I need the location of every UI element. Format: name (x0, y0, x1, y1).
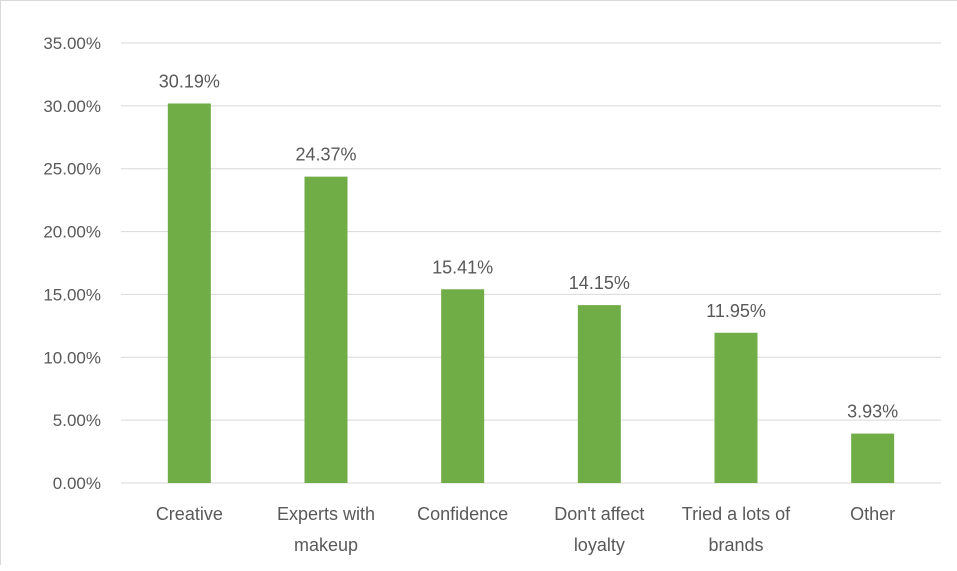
data-label: 24.37% (295, 145, 356, 165)
y-tick-label: 10.00% (43, 348, 101, 367)
bar (441, 289, 484, 483)
y-tick-label: 5.00% (53, 411, 101, 430)
data-label: 30.19% (159, 71, 220, 91)
category-label: Don't affect (554, 504, 644, 524)
y-tick-label: 25.00% (43, 160, 101, 179)
y-tick-label: 30.00% (43, 97, 101, 116)
bar (851, 434, 894, 483)
data-labels: 30.19% 24.37% 15.41% 14.15% 11.95% 3.93% (159, 71, 898, 421)
y-tick-label: 35.00% (43, 34, 101, 53)
data-label: 3.93% (847, 402, 898, 422)
bars (168, 103, 894, 483)
y-tick-label: 15.00% (43, 285, 101, 304)
category-label: Other (850, 504, 895, 524)
y-axis-tick-labels: 0.00% 5.00% 10.00% 15.00% 20.00% 25.00% 30.00%… (43, 34, 101, 493)
gridlines (121, 43, 941, 483)
x-axis-category-labels: Creative Experts with makeup Confidence Don'… (156, 504, 895, 555)
category-label: makeup (294, 535, 358, 555)
bar (715, 333, 758, 483)
bar (168, 103, 211, 483)
category-label: Creative (156, 504, 223, 524)
y-tick-label: 20.00% (43, 223, 101, 242)
data-label: 15.41% (432, 257, 493, 277)
category-label: Experts with (277, 504, 375, 524)
bar (578, 305, 621, 483)
category-label: Tried a lots of (682, 504, 791, 524)
bar (305, 177, 348, 483)
category-label: brands (708, 535, 763, 555)
category-label: loyalty (574, 535, 625, 555)
data-label: 14.15% (569, 273, 630, 293)
category-label: Confidence (417, 504, 508, 524)
data-label: 11.95% (706, 301, 766, 321)
y-tick-label: 0.00% (53, 474, 101, 493)
